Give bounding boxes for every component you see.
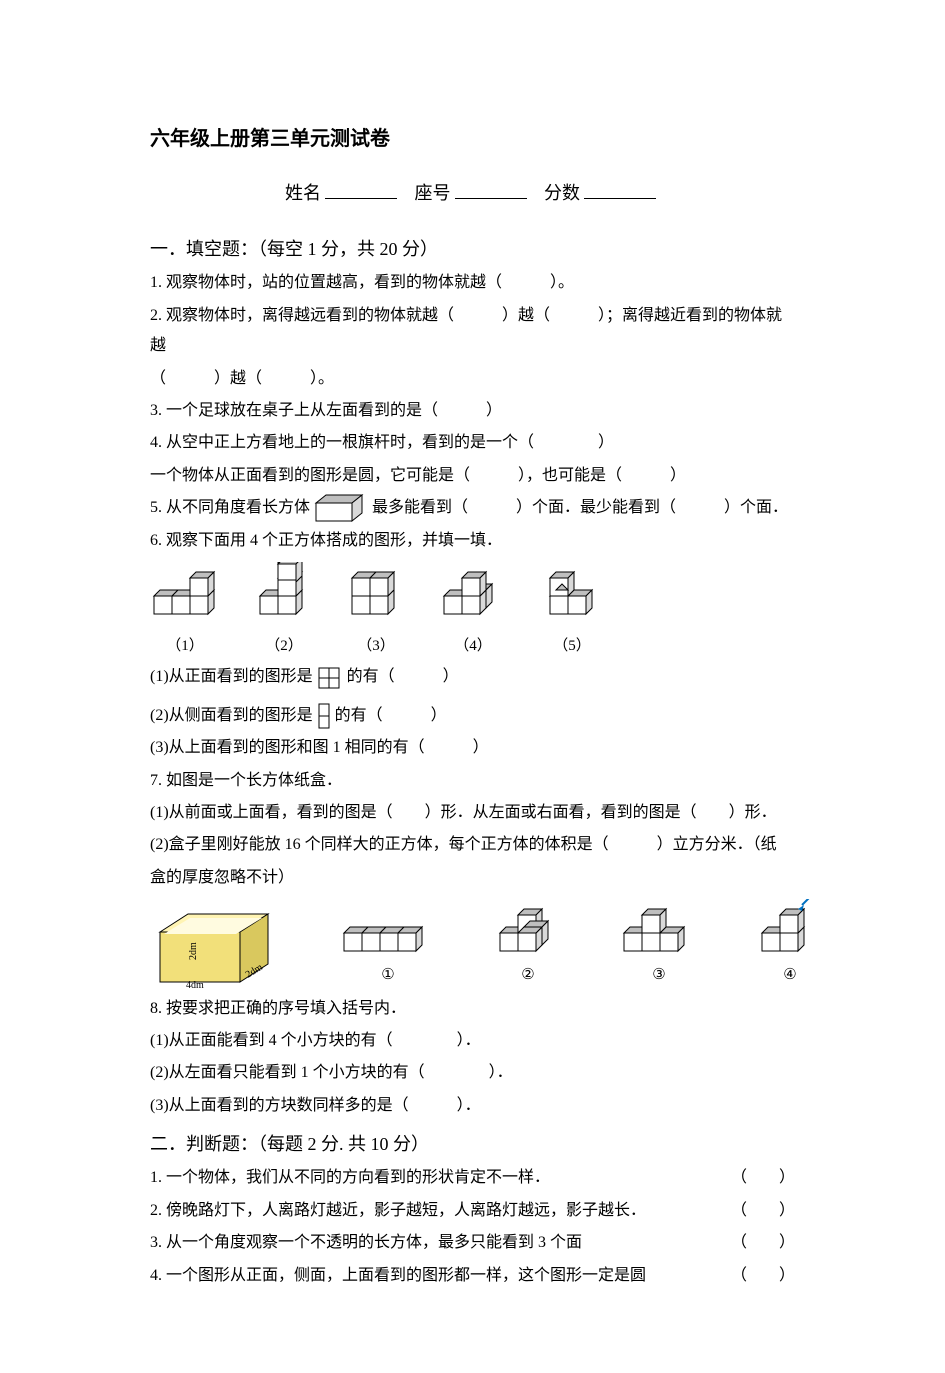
q8: 8. 按要求把正确的序号填入括号内． xyxy=(150,994,795,1024)
j1: 1. 一个物体，我们从不同的方向看到的形状肯定不一样． （ ） xyxy=(150,1163,795,1193)
score-label: 分数 xyxy=(544,183,580,203)
q6: 6. 观察下面用 4 个正方体搭成的图形，并填一填． xyxy=(150,526,795,556)
section1-heading: 一．填空题：（每空 1 分，共 20 分） xyxy=(150,232,795,266)
q6-label-4: （4） xyxy=(440,632,506,661)
q7-1: (1)从前面或上面看，看到的图是（ ）形．从左面或右面看，看到的图是（ ）形． xyxy=(150,798,795,828)
vertical-2-icon xyxy=(317,702,331,730)
q6-3: (3)从上面看到的图形和图 1 相同的有（ ） xyxy=(150,733,795,763)
info-line: 姓名 座号 分数 xyxy=(150,176,795,210)
q6-fig-5: （5） xyxy=(542,564,602,661)
q5b: 最多能看到（ ）个面．最少能看到（ ）个面． xyxy=(372,499,788,516)
j4-text: 4. 一个图形从正面，侧面，上面看到的图形都一样，这个图形一定是圆 xyxy=(150,1261,646,1291)
q6-1a: (1)从正面看到的图形是 xyxy=(150,668,313,685)
q6-label-3: （3） xyxy=(348,632,404,661)
name-blank[interactable] xyxy=(325,178,397,199)
q7-label-3: ③ xyxy=(620,961,698,990)
q1: 1. 观察物体时，站的位置越高，看到的物体就越（ ）。 xyxy=(150,268,795,298)
q6-1: (1)从正面看到的图形是 的有（ ） xyxy=(150,662,795,692)
page-title: 六年级上册第三单元测试卷 xyxy=(150,120,795,158)
q7-fig-1: ① xyxy=(340,915,436,990)
q8-3: (3)从上面看到的方块数同样多的是（ ）． xyxy=(150,1091,795,1121)
q6-fig-4: （4） xyxy=(440,570,506,661)
q6-fig-3: （3） xyxy=(348,570,404,661)
box-w-label: 4dm xyxy=(186,980,204,990)
q7-label-1: ① xyxy=(340,961,436,990)
j2: 2. 傍晚路灯下，人离路灯越近，影子越短，人离路灯越远，影子越长． （ ） xyxy=(150,1196,795,1226)
q6-2: (2)从侧面看到的图形是 的有（ ） xyxy=(150,701,795,731)
q7-box: 2dm 4dm 2dm xyxy=(150,910,280,990)
j3-paren: （ ） xyxy=(731,1228,795,1258)
q6-label-2: （2） xyxy=(256,632,312,661)
q7-fig-3: ③ xyxy=(620,903,698,990)
q2: 2. 观察物体时，离得越远看到的物体就越（ ）越（ ）；离得越近看到的物体就越 xyxy=(150,301,795,362)
section2-heading: 二．判断题：（每题 2 分. 共 10 分） xyxy=(150,1127,795,1161)
cuboid-icon xyxy=(314,493,368,523)
j2-paren: （ ） xyxy=(731,1196,795,1226)
j4: 4. 一个图形从正面，侧面，上面看到的图形都一样，这个图形一定是圆 （ ） xyxy=(150,1261,795,1291)
q7-fig-2: ② xyxy=(496,903,560,990)
q7-figures: 2dm 4dm 2dm ① xyxy=(150,899,795,990)
q7-label-2: ② xyxy=(496,961,560,990)
page: 六年级上册第三单元测试卷 姓名 座号 分数 一．填空题：（每空 1 分，共 20… xyxy=(0,0,945,1373)
q5a: 5. 从不同角度看长方体 xyxy=(150,499,310,516)
q7: 7. 如图是一个长方体纸盒． xyxy=(150,766,795,796)
box-h-label: 2dm xyxy=(188,942,199,960)
q3: 3. 一个足球放在桌子上从左面看到的是（ ） xyxy=(150,396,795,426)
q6-figures: （1） （2） xyxy=(150,562,795,661)
j2-text: 2. 傍晚路灯下，人离路灯越近，影子越短，人离路灯越远，影子越长． xyxy=(150,1196,646,1226)
q7-2b: 盒的厚度忽略不计） xyxy=(150,863,795,893)
j1-text: 1. 一个物体，我们从不同的方向看到的形状肯定不一样． xyxy=(150,1163,550,1193)
q8-1: (1)从正面能看到 4 个小方块的有（ ）． xyxy=(150,1026,795,1056)
q6-label-5: （5） xyxy=(542,632,602,661)
q6-1b: 的有（ ） xyxy=(347,668,459,685)
q6-fig-1: （1） xyxy=(150,562,220,661)
q4: 4. 从空中正上方看地上的一根旗杆时，看到的是一个（ ） xyxy=(150,428,795,458)
name-label: 姓名 xyxy=(285,183,321,203)
q7-2: (2)盒子里刚好能放 16 个同样大的正方体，每个正方体的体积是（ ）立方分米．… xyxy=(150,830,795,860)
seat-blank[interactable] xyxy=(455,178,527,199)
q7-fig-4: ④ xyxy=(758,899,822,990)
j3: 3. 从一个角度观察一个不透明的长方体，最多只能看到 3 个面 （ ） xyxy=(150,1228,795,1258)
j1-paren: （ ） xyxy=(731,1163,795,1193)
q6-fig-2: （2） xyxy=(256,562,312,661)
score-blank[interactable] xyxy=(584,178,656,199)
q2b: （ ）越（ ）。 xyxy=(150,364,795,394)
q6-2b: 的有（ ） xyxy=(335,707,447,724)
seat-label: 座号 xyxy=(415,183,451,203)
q6-label-1: （1） xyxy=(150,632,220,661)
q4b: 一个物体从正面看到的图形是圆，它可能是（ ），也可能是（ ） xyxy=(150,461,795,491)
j3-text: 3. 从一个角度观察一个不透明的长方体，最多只能看到 3 个面 xyxy=(150,1228,582,1258)
q5: 5. 从不同角度看长方体 最多能看到（ ）个面．最少能看到（ ）个面． xyxy=(150,493,795,523)
j4-paren: （ ） xyxy=(731,1261,795,1291)
q7-label-4: ④ xyxy=(758,961,822,990)
grid-2x2-missing-icon xyxy=(317,666,343,690)
q6-2a: (2)从侧面看到的图形是 xyxy=(150,707,313,724)
q8-2: (2)从左面看只能看到 1 个小方块的有（ ）． xyxy=(150,1058,795,1088)
